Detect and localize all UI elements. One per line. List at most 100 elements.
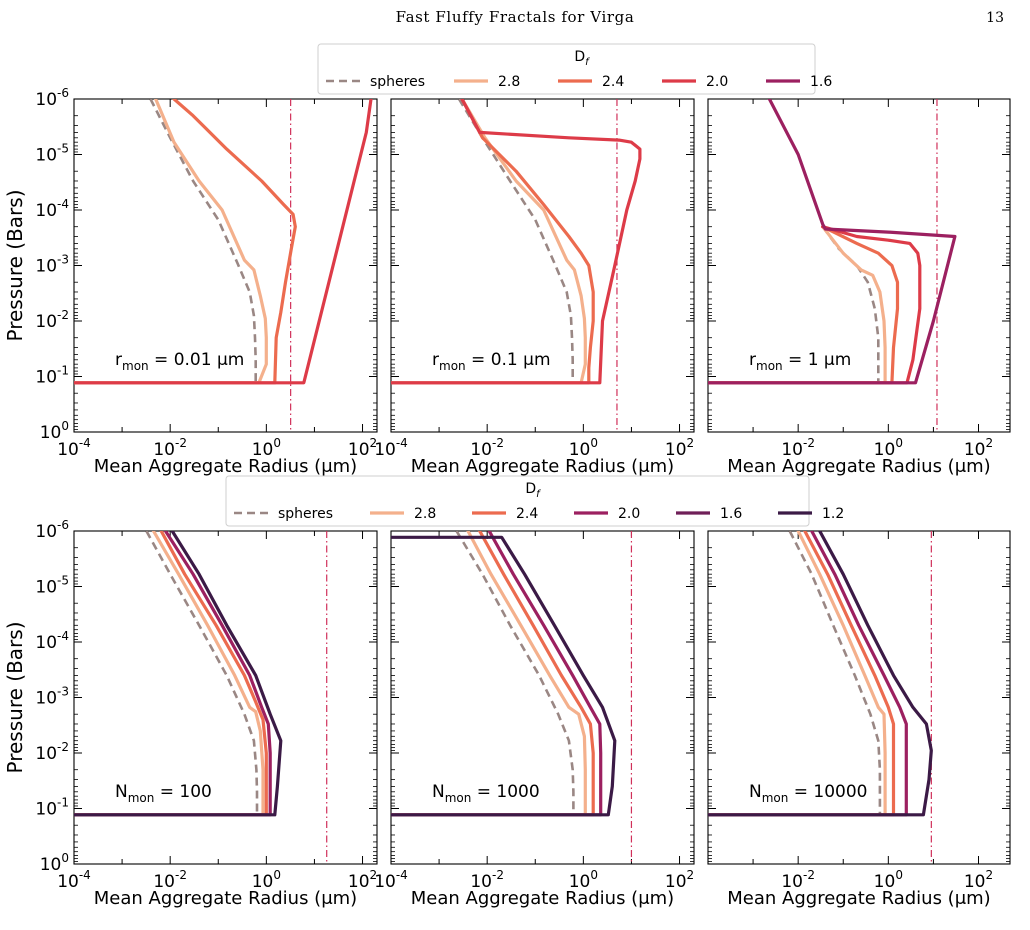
x-axis-label: Mean Aggregate Radius (μm) <box>411 888 674 909</box>
legend-label: 2.8 <box>498 74 520 90</box>
panel-annotation: Nmon = 1000 <box>432 782 540 805</box>
series-group <box>391 99 642 385</box>
series-group <box>74 531 283 817</box>
panel-annotation: rmon = 1 μm <box>749 350 851 373</box>
series-line-2.8 <box>74 99 268 385</box>
x-tick-label: 10-2 <box>781 868 815 892</box>
legend-title: Df <box>574 49 590 68</box>
series-line-2.8 <box>708 225 887 385</box>
series-line-spheres <box>391 531 575 817</box>
x-axis-label: Mean Aggregate Radius (μm) <box>411 456 674 477</box>
page-number: 13 <box>986 10 1004 26</box>
panel-annotation: rmon = 0.01 μm <box>115 350 244 373</box>
series-line-1.6 <box>708 99 957 385</box>
legend-title: Df <box>525 481 541 500</box>
series-line-spheres <box>391 99 575 385</box>
legend-label: 1.6 <box>810 74 832 90</box>
series-line-2.4 <box>391 531 595 817</box>
x-tick-label: 102 <box>348 868 377 892</box>
x-tick-label: 10-2 <box>781 436 815 460</box>
series-line-2.0 <box>74 531 272 817</box>
y-tick-label: 10-6 <box>35 86 69 110</box>
x-tick-label: 10-4 <box>57 868 91 892</box>
chart-panel-row2-col1: 10-4 10-2 100 102 10-6 10-5 10-4 10-3 10-2 10-1 10… <box>3 518 378 909</box>
page-title: Fast Fluffy Fractals for Virga <box>396 8 635 26</box>
y-tick-label: 10-4 <box>35 629 69 653</box>
y-tick-label: 10-6 <box>35 518 69 542</box>
x-tick-label: 10-4 <box>374 868 408 892</box>
series-line-2.8 <box>708 531 887 817</box>
series-group <box>74 99 373 385</box>
y-tick-label: 10-3 <box>35 253 69 277</box>
series-line-2.8 <box>391 99 587 385</box>
x-axis-label: Mean Aggregate Radius (μm) <box>727 456 990 477</box>
x-tick-label: 10-4 <box>374 436 408 460</box>
x-tick-label: 10-2 <box>470 436 504 460</box>
series-group <box>708 99 957 385</box>
x-axis-label: Mean Aggregate Radius (μm) <box>94 456 357 477</box>
legend-label: 2.0 <box>618 506 640 522</box>
x-tick-label: 10-2 <box>153 868 187 892</box>
series-line-2.0 <box>74 99 373 385</box>
x-tick-label: 100 <box>874 868 903 892</box>
x-tick-label: 100 <box>252 436 281 460</box>
x-axis-label: Mean Aggregate Radius (μm) <box>727 888 990 909</box>
x-tick-label: 10-4 <box>57 436 91 460</box>
series-line-2.4 <box>391 99 595 385</box>
legend-label: 2.4 <box>516 506 538 522</box>
series-line-2.0 <box>391 531 603 817</box>
x-tick-label: 10-2 <box>470 868 504 892</box>
y-tick-label: 10-1 <box>35 796 69 820</box>
x-tick-label: 102 <box>665 868 694 892</box>
series-line-spheres <box>74 99 257 385</box>
legend-label: 1.6 <box>720 506 742 522</box>
series-line-2.4 <box>708 531 896 817</box>
series-line-2.4 <box>74 531 268 817</box>
y-axis-label: Pressure (Bars) <box>3 622 27 774</box>
charts-layer: 10-4 10-2 100 102 10-6 10-5 10-4 10-3 10-2 10-1 10… <box>3 86 1011 909</box>
series-group <box>708 531 933 817</box>
legend-label: 2.0 <box>706 74 728 90</box>
series-line-1.2 <box>708 531 933 817</box>
series-line-2.4 <box>74 99 297 385</box>
panel-annotation: rmon = 0.1 μm <box>432 350 551 373</box>
y-tick-label: 100 <box>40 419 69 443</box>
series-line-1.2 <box>391 535 617 817</box>
series-line-spheres <box>74 531 259 817</box>
x-tick-label: 102 <box>348 436 377 460</box>
x-tick-label: 100 <box>569 868 598 892</box>
legend-label: spheres <box>370 74 425 90</box>
x-tick-label: 100 <box>874 436 903 460</box>
y-tick-label: 10-1 <box>35 364 69 388</box>
legend-row-2: Df spheres 2.8 2.4 2.0 1.6 1.2 <box>225 475 844 527</box>
legends-layer: Df spheres 2.8 2.4 2.0 1.6 Df spheres 2.8 2.4 2.0 1… <box>225 43 844 527</box>
series-line-2.4 <box>708 225 900 385</box>
y-tick-label: 10-5 <box>35 142 69 166</box>
x-tick-label: 100 <box>252 868 281 892</box>
series-group <box>391 531 617 817</box>
y-tick-label: 100 <box>40 851 69 875</box>
legend-row-1: Df spheres 2.8 2.4 2.0 1.6 <box>317 43 832 95</box>
series-line-2.0 <box>708 225 922 385</box>
legend-label: spheres <box>278 506 333 522</box>
y-tick-label: 10-2 <box>35 740 69 764</box>
y-tick-label: 10-4 <box>35 197 69 221</box>
panel-annotation: Nmon = 10000 <box>749 782 868 805</box>
legend-label: 2.8 <box>414 506 436 522</box>
x-tick-label: 102 <box>964 868 993 892</box>
y-tick-label: 10-3 <box>35 685 69 709</box>
x-axis-label: Mean Aggregate Radius (μm) <box>94 888 357 909</box>
y-tick-label: 10-2 <box>35 308 69 332</box>
series-line-2.0 <box>708 531 908 817</box>
page-header: Fast Fluffy Fractals for Virga 13 <box>396 8 1004 26</box>
chart-panel-row1-col1: 10-4 10-2 100 102 10-6 10-5 10-4 10-3 10-2 10-1 10… <box>3 86 378 477</box>
panel-annotation: Nmon = 100 <box>115 782 212 805</box>
series-line-2.8 <box>391 531 587 817</box>
series-line-2.8 <box>74 531 265 817</box>
series-line-spheres <box>708 531 882 817</box>
y-tick-label: 10-5 <box>35 574 69 598</box>
